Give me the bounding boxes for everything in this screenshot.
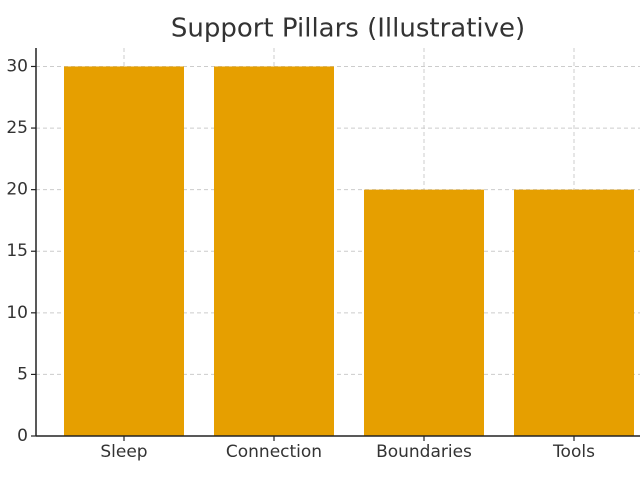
bar [214, 66, 334, 436]
x-tick-label: Sleep [100, 442, 147, 462]
bar [514, 189, 634, 436]
y-tick-label: 30 [6, 56, 28, 76]
bars [64, 66, 634, 436]
y-tick-label: 10 [6, 303, 28, 323]
chart-title: Support Pillars (Illustrative) [171, 14, 525, 44]
y-tick-label: 20 [6, 180, 28, 200]
axes: 0 5 10 15 20 25 30 Sleep Connection Boundaries Too… [6, 48, 640, 462]
x-tick-label: Tools [552, 442, 595, 462]
bar [364, 189, 484, 436]
y-tick-label: 5 [17, 364, 28, 384]
y-tick-label: 25 [6, 118, 28, 138]
x-tick-label: Connection [226, 442, 322, 462]
x-tick-label: Boundaries [376, 442, 472, 462]
bar [64, 66, 184, 436]
y-tick-label: 0 [17, 426, 28, 446]
y-tick-label: 15 [6, 241, 28, 261]
